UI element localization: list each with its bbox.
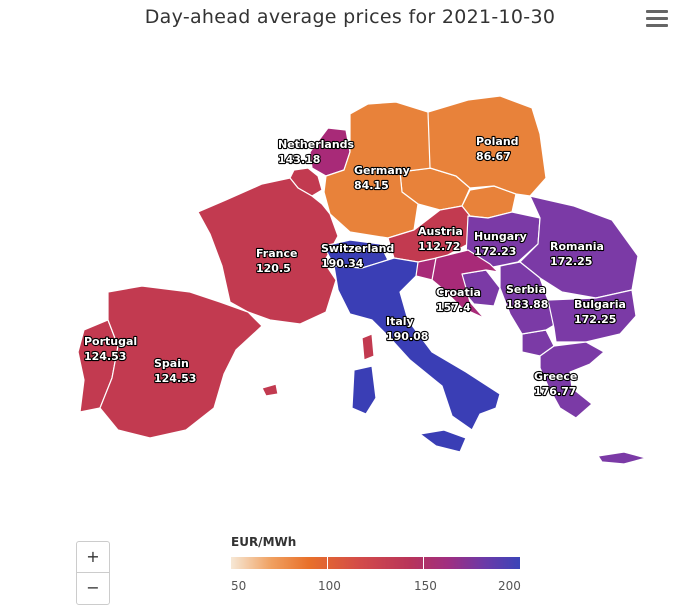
label-italy-name: Italy: [386, 315, 414, 328]
label-romania-value: 172.25: [550, 255, 592, 268]
region-france[interactable]: [197, 177, 339, 325]
label-bulgaria-name: Bulgaria: [574, 298, 626, 311]
label-france-name: France: [256, 247, 297, 260]
legend-tick-mark: [423, 557, 424, 569]
label-germany-value: 84.15: [354, 179, 389, 192]
label-germany-name: Germany: [354, 164, 410, 177]
label-croatia-value: 157.4: [436, 301, 471, 314]
legend-tick-mark: [327, 557, 328, 569]
label-poland-name: Poland: [476, 135, 519, 148]
legend-label-50: 50: [231, 579, 247, 593]
region-sardinia[interactable]: [351, 365, 377, 415]
region-serbia[interactable]: [499, 261, 557, 335]
label-netherlands-value: 143.18: [278, 153, 320, 166]
label-portugal-name: Portugal: [84, 335, 137, 348]
region-balearic[interactable]: [261, 383, 279, 397]
legend-label-200: 200: [498, 579, 521, 593]
label-portugal-value: 124.53: [84, 350, 126, 363]
label-france-value: 120.5: [256, 262, 291, 275]
region-romania[interactable]: [519, 195, 639, 299]
zoom-control: + −: [76, 541, 110, 605]
label-italy-value: 190.08: [386, 330, 428, 343]
region-crete[interactable]: [597, 451, 647, 465]
region-corsica[interactable]: [361, 333, 375, 361]
label-romania-name: Romania: [550, 240, 604, 253]
region-bulgaria[interactable]: [547, 289, 637, 343]
zoom-in-button[interactable]: +: [86, 547, 100, 566]
region-greece[interactable]: [539, 341, 605, 419]
legend-label-150: 150: [414, 579, 437, 593]
region-croatia[interactable]: [431, 249, 499, 319]
legend-color-scale: [231, 557, 520, 569]
region-italy[interactable]: [333, 257, 501, 431]
label-greece-name: Greece: [534, 370, 577, 383]
region-sicily[interactable]: [419, 429, 467, 453]
label-austria-name: Austria: [418, 225, 463, 238]
legend-label-100: 100: [318, 579, 341, 593]
label-bulgaria-value: 172.25: [574, 313, 616, 326]
region-spain[interactable]: [99, 285, 263, 439]
label-netherlands-name: Netherlands: [278, 138, 355, 151]
hamburger-menu-icon[interactable]: [646, 10, 668, 30]
label-austria-value: 112.72: [418, 240, 460, 253]
label-spain-name: Spain: [154, 357, 189, 370]
label-serbia-value: 183.88: [506, 298, 548, 311]
label-croatia-name: Croatia: [436, 286, 481, 299]
label-switzerland-name: Switzerland: [321, 242, 394, 255]
label-poland-value: 86.67: [476, 150, 511, 163]
label-greece-value: 176.77: [534, 385, 576, 398]
label-hungary-name: Hungary: [474, 230, 527, 243]
map-title: Day-ahead average prices for 2021-10-30: [144, 6, 556, 28]
label-spain-value: 124.53: [154, 372, 196, 385]
zoom-out-button[interactable]: −: [77, 572, 109, 603]
label-switzerland-value: 190.34: [321, 257, 364, 270]
legend-title: EUR/MWh: [231, 535, 297, 549]
label-serbia-name: Serbia: [506, 283, 546, 296]
label-hungary-value: 172.23: [474, 245, 516, 258]
